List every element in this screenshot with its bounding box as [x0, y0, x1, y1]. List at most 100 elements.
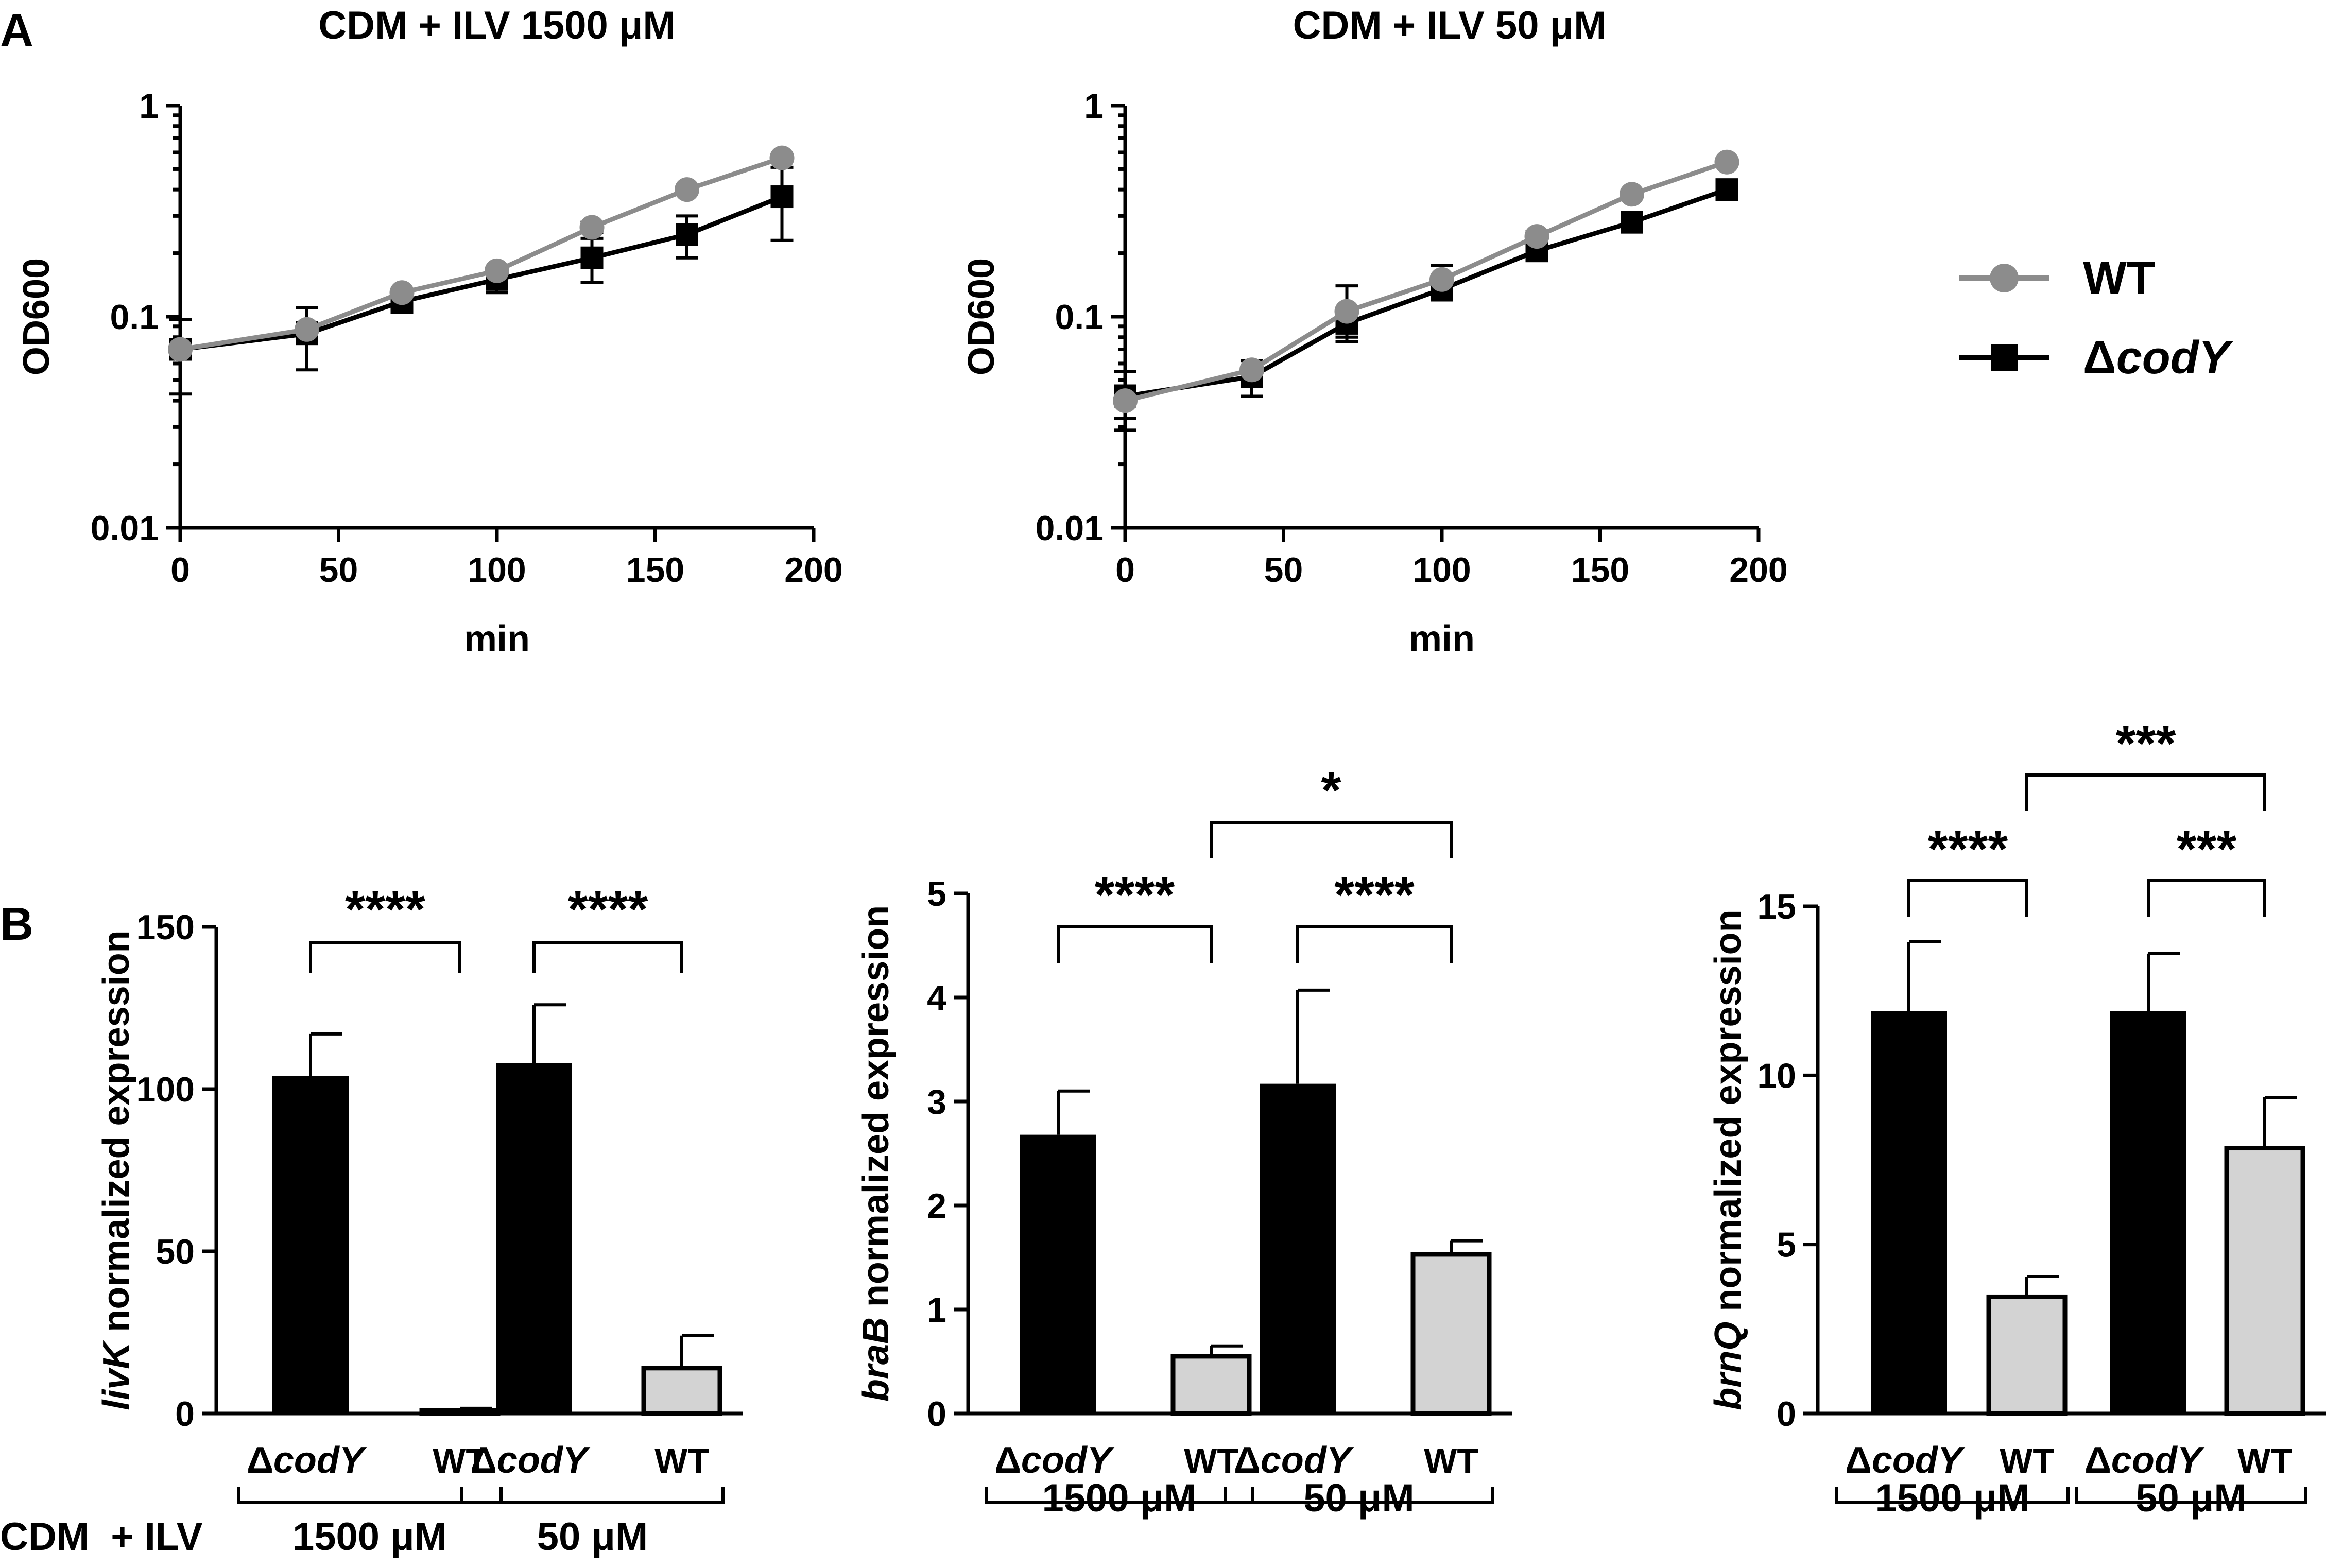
- error-bar: [309, 1032, 342, 1076]
- error-bar: [2025, 1275, 2059, 1297]
- data-point: [676, 223, 698, 246]
- x-axis-label: min: [1409, 618, 1475, 660]
- y-tick-label: 100: [136, 1070, 195, 1109]
- y-tick-label: 1: [139, 87, 159, 126]
- y-axis-label: braB normalized expression: [855, 905, 897, 1402]
- data-point: [580, 246, 604, 269]
- bar-wt: [419, 1408, 501, 1416]
- group-label: 1500 μM: [1042, 1476, 1197, 1520]
- group-bracket: [237, 1487, 503, 1504]
- significance-label: ***: [2116, 715, 2176, 772]
- data-point: [295, 317, 319, 342]
- chart-title: CDM + ILV 1500 μM: [318, 4, 675, 47]
- significance-bracket: [2025, 773, 2266, 811]
- data-point: [1620, 182, 1644, 207]
- y-tick-label: 0.01: [1036, 509, 1104, 548]
- panel-label-b: B: [0, 899, 33, 950]
- legend-item: WT: [1959, 252, 2155, 304]
- legend-marker: [1990, 264, 2019, 292]
- data-point: [485, 258, 509, 283]
- y-tick-label: 1: [1084, 87, 1104, 126]
- data-point: [1113, 388, 1138, 413]
- y-axis-label: OD600: [16, 258, 57, 375]
- y-tick-label: 1: [927, 1290, 946, 1330]
- error-bar: [1210, 1344, 1243, 1356]
- y-tick-label: 4: [927, 978, 946, 1018]
- y-tick-label: 10: [1757, 1056, 1796, 1095]
- data-point: [770, 185, 794, 209]
- category-label: ΔcodY: [1234, 1440, 1354, 1481]
- category-label: WT: [654, 1441, 709, 1480]
- y-axis-label: brnQ normalized expression: [1708, 909, 1749, 1410]
- group-label: 50 μM: [537, 1515, 648, 1559]
- y-tick-label: 0: [1777, 1394, 1796, 1434]
- x-axis-label: min: [464, 618, 530, 660]
- x-tick-label: 0: [170, 550, 190, 590]
- series-wt: [1113, 149, 1739, 420]
- bar-cody: [1020, 1134, 1096, 1414]
- legend: WT ΔcodY: [1959, 252, 2233, 384]
- y-tick-label: 0: [927, 1394, 946, 1434]
- y-tick-label: 2: [927, 1186, 946, 1226]
- significance-bracket: [309, 941, 461, 973]
- significance-label: ***: [2177, 820, 2237, 878]
- growth-chart-1500: CDM + ILV 1500 μM 0.01 0.1 1 0 50 100 150 200 min…: [16, 4, 843, 660]
- significance-label: ****: [345, 881, 425, 938]
- bar-wt: [1170, 1354, 1252, 1416]
- significance-bracket: [1907, 879, 2028, 917]
- y-tick-label: 5: [927, 874, 946, 914]
- data-point: [1334, 299, 1359, 324]
- group-label: 50 μM: [1303, 1476, 1414, 1520]
- category-label: ΔcodY: [1845, 1440, 1966, 1481]
- category-label: WT: [2237, 1441, 2292, 1480]
- y-tick-label: 0.01: [91, 509, 159, 548]
- bar-wt: [2224, 1146, 2305, 1416]
- error-bar: [2147, 952, 2180, 1011]
- y-tick-label: 50: [156, 1232, 195, 1271]
- x-tick-label: 50: [319, 550, 358, 590]
- category-label: ΔcodY: [2084, 1440, 2205, 1481]
- significance-bracket: [1057, 925, 1213, 963]
- group-bracket: [460, 1487, 725, 1504]
- significance-label: ****: [568, 881, 648, 938]
- error-bar: [1450, 1239, 1483, 1254]
- significance-label: ****: [1334, 866, 1415, 924]
- significance-label: ****: [1095, 866, 1175, 924]
- error-bar: [2263, 1096, 2297, 1148]
- y-axis-label: OD600: [961, 258, 1002, 375]
- panel-label-a: A: [0, 5, 33, 57]
- group-label: 50 μM: [2135, 1476, 2246, 1520]
- error-bar: [532, 1003, 566, 1063]
- growth-chart-50: CDM + ILV 50 μM 0.01 0.1 1 0 50 100 150 200 min OD…: [961, 4, 1788, 660]
- significance-bracket: [532, 941, 683, 973]
- legend-item: ΔcodY: [1959, 332, 2233, 384]
- x-tick-label: 150: [1571, 550, 1629, 590]
- bar-cody: [496, 1063, 572, 1414]
- group-label: 1500 μM: [1875, 1476, 2030, 1520]
- group-label: 1500 μM: [292, 1515, 447, 1559]
- data-point: [769, 145, 795, 170]
- significance-bracket: [2147, 879, 2266, 917]
- significance-bracket: [1210, 821, 1453, 858]
- significance-label: *: [1321, 762, 1341, 819]
- significance-label: ****: [1928, 820, 2008, 878]
- group-bracket: [1835, 1487, 2070, 1504]
- x-tick-label: 100: [468, 550, 526, 590]
- y-tick-label: 3: [927, 1082, 946, 1122]
- category-label: ΔcodY: [470, 1440, 591, 1481]
- data-point: [579, 215, 605, 240]
- data-point: [1524, 224, 1549, 249]
- data-point: [1715, 178, 1738, 201]
- x-tick-label: 200: [1729, 550, 1787, 590]
- bar-wt: [1410, 1252, 1492, 1416]
- legend-label: WT: [2083, 252, 2155, 304]
- bar-wt: [1986, 1294, 2068, 1416]
- y-tick-label: 150: [136, 908, 195, 947]
- category-label: ΔcodY: [994, 1440, 1115, 1481]
- bar-cody: [272, 1076, 349, 1414]
- x-tick-label: 0: [1115, 550, 1135, 590]
- error-bar: [1907, 940, 1941, 1011]
- chart-title: CDM + ILV 50 μM: [1293, 4, 1607, 47]
